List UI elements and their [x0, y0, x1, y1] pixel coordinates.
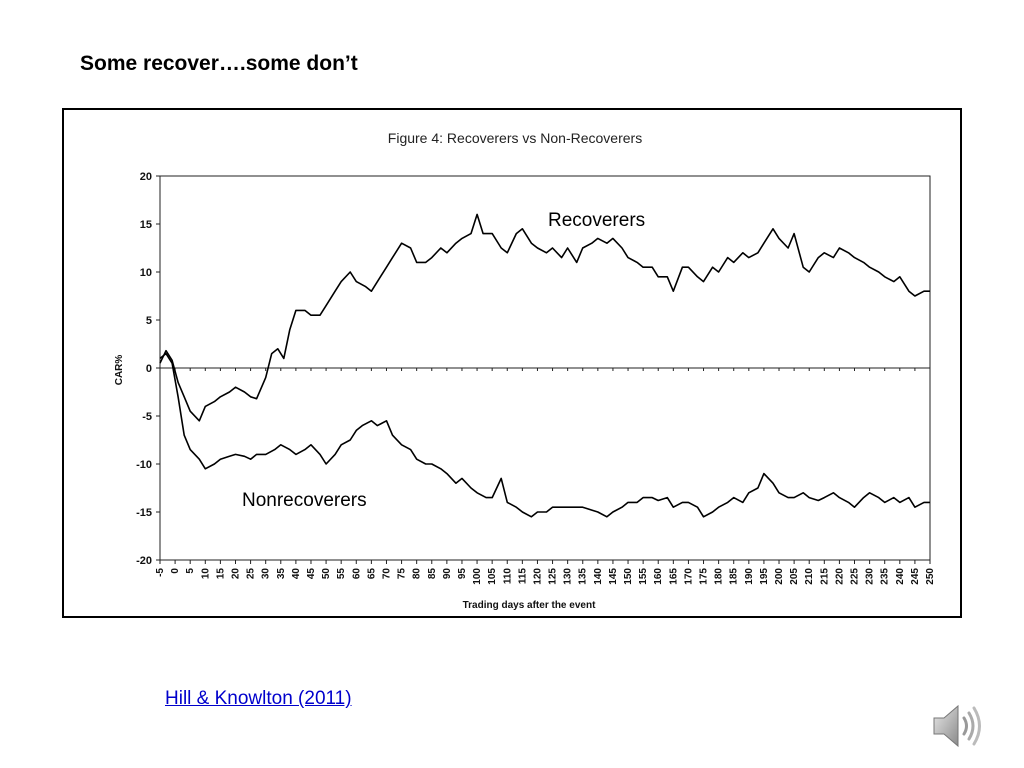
series-line-recoverers: [159, 213, 930, 422]
x-tick-label: 200: [774, 568, 785, 585]
x-tick-label: 25: [246, 568, 257, 580]
x-tick-label: 135: [578, 568, 589, 585]
x-tick-label: 190: [744, 568, 755, 585]
x-tick-label: 15: [215, 568, 226, 580]
x-tick-label: 170: [683, 568, 694, 585]
x-tick-label: 35: [276, 568, 287, 580]
x-tick-label: 120: [532, 568, 543, 585]
x-tick-label: 0: [170, 568, 181, 574]
x-tick-label: 75: [397, 568, 408, 580]
slide-title: Some recover….some don’t: [80, 52, 358, 75]
x-tick-label: 95: [457, 568, 468, 580]
y-tick-label: 15: [140, 219, 152, 231]
x-tick-label: 175: [699, 568, 710, 585]
x-tick-label: 145: [608, 568, 619, 585]
x-tick-label: 220: [834, 568, 845, 585]
x-tick-label: 70: [381, 568, 392, 580]
x-tick-label: 230: [865, 568, 876, 585]
x-tick-label: 50: [321, 568, 332, 580]
x-tick-label: 80: [412, 568, 423, 580]
x-tick-label: 210: [804, 568, 815, 585]
nonrecoverers-annotation: Nonrecoverers: [242, 490, 367, 511]
y-tick-label: 10: [140, 267, 152, 279]
y-tick-label: -15: [136, 507, 152, 519]
x-tick-label: 215: [819, 568, 830, 585]
x-tick-label: 10: [200, 568, 211, 580]
y-tick-label: 5: [146, 315, 152, 327]
y-tick-label: -5: [142, 411, 152, 423]
x-tick-label: 65: [366, 568, 377, 580]
x-tick-label: 90: [442, 568, 453, 580]
x-axis-label: Trading days after the event: [463, 600, 596, 611]
x-tick-label: 125: [548, 568, 559, 585]
x-tick-label: 60: [351, 568, 362, 580]
x-tick-label: 225: [850, 568, 861, 585]
x-tick-label: 55: [336, 568, 347, 580]
chart-frame: Figure 4: Recoverers vs Non-Recoverers 2…: [62, 108, 962, 618]
line-chart: Figure 4: Recoverers vs Non-Recoverers 2…: [114, 130, 936, 611]
series-line-nonrecoverers: [159, 352, 930, 518]
x-tick-label: 40: [291, 568, 302, 580]
x-tick-label: 150: [623, 568, 634, 585]
x-tick-label: 130: [563, 568, 574, 585]
y-axis-label: CAR%: [114, 355, 125, 386]
x-tick-label: 180: [714, 568, 725, 585]
x-tick-label: 100: [472, 568, 483, 585]
x-tick-label: 155: [638, 568, 649, 585]
y-tick-label: 0: [146, 363, 152, 375]
y-tick-label: -10: [136, 459, 152, 471]
x-tick-label: 185: [729, 568, 740, 585]
x-tick-label: 240: [895, 568, 906, 585]
y-tick-label: 20: [140, 171, 152, 183]
x-tick-label: 205: [789, 568, 800, 585]
x-tick-label: 160: [653, 568, 664, 585]
citation-link[interactable]: Hill & Knowlton (2011): [165, 688, 352, 709]
x-tick-label: 195: [759, 568, 770, 585]
x-tick-label: 20: [230, 568, 241, 580]
x-tick-label: 245: [910, 568, 921, 585]
x-tick-label: 250: [925, 568, 936, 585]
x-tick-label: 235: [880, 568, 891, 585]
x-tick-label: 110: [502, 568, 513, 585]
x-tick-label: 115: [517, 568, 528, 585]
x-tick-label: 45: [306, 568, 317, 580]
chart-title: Figure 4: Recoverers vs Non-Recoverers: [388, 130, 642, 146]
x-tick-label: 85: [427, 568, 438, 580]
recoverers-annotation: Recoverers: [548, 210, 645, 231]
y-tick-label: -20: [136, 555, 152, 567]
speaker-icon[interactable]: [928, 698, 984, 754]
x-tick-label: 140: [593, 568, 604, 585]
x-tick-label: 30: [261, 568, 272, 580]
x-tick-label: 105: [487, 568, 498, 585]
x-tick-label: 165: [668, 568, 679, 585]
x-tick-label: -5: [155, 568, 166, 577]
x-tick-label: 5: [185, 568, 196, 574]
